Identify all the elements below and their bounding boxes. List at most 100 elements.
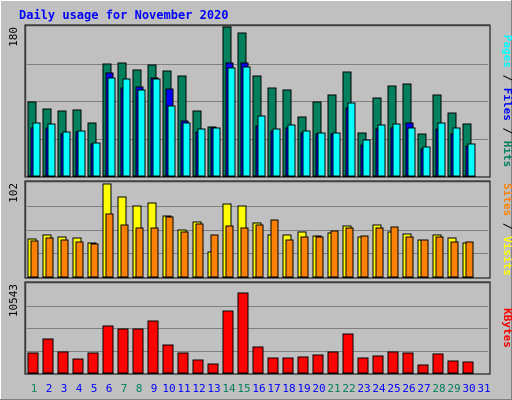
day-label-4: 4	[76, 382, 83, 395]
bar-pages-day-16	[257, 115, 266, 177]
bar-kbytes-day-28	[432, 353, 444, 374]
bar-kbytes-day-22	[342, 333, 354, 374]
bars-hits-files-pages	[27, 26, 476, 177]
bar-pages-day-19	[302, 130, 311, 177]
bar-sites-day-10	[165, 216, 174, 278]
bar-pages-day-18	[287, 124, 296, 177]
day-label-10: 10	[162, 382, 175, 395]
bar-kbytes-day-21	[327, 351, 339, 374]
bar-sites-day-24	[375, 227, 384, 278]
day-label-13: 13	[207, 382, 220, 395]
bar-sites-day-20	[315, 236, 324, 278]
bar-sites-day-7	[120, 224, 129, 278]
bar-sites-day-14	[225, 225, 234, 278]
bar-pages-day-10	[167, 105, 176, 177]
bar-pages-day-13	[212, 127, 221, 177]
bar-pages-day-12	[197, 128, 206, 177]
bar-kbytes-day-1	[27, 352, 39, 374]
bar-kbytes-day-19	[297, 356, 309, 374]
bar-kbytes-day-8	[132, 328, 144, 374]
bar-sites-day-30	[465, 241, 474, 278]
bar-kbytes-day-11	[177, 352, 189, 374]
day-label-24: 24	[372, 382, 386, 395]
day-labels: 1 2 3 4 5 6 7 8 9 10 11 12 13 14 15 16 17 18 19 20 21 22 23 24 2…	[31, 382, 491, 395]
bar-pages-day-2	[47, 123, 56, 177]
bar-kbytes-day-12	[192, 359, 204, 374]
bar-kbytes-day-27	[417, 364, 429, 374]
bar-sites-day-22	[345, 227, 354, 278]
bar-pages-day-6	[107, 77, 116, 177]
bar-pages-day-29	[452, 127, 461, 177]
bar-pages-day-9	[152, 78, 161, 177]
day-label-28: 28	[432, 382, 445, 395]
day-label-6: 6	[106, 382, 113, 395]
side-label-hits-files-pages: Pages / Files / Hits	[501, 35, 512, 168]
day-label-20: 20	[312, 382, 325, 395]
bar-sites-day-13	[210, 234, 219, 278]
bar-sites-day-3	[60, 239, 69, 278]
side-label-part-/-1: /	[501, 216, 512, 236]
panel-kbytes: 10543 KBytes	[7, 281, 512, 375]
day-label-16: 16	[252, 382, 265, 395]
bar-pages-day-26	[407, 127, 416, 177]
bar-sites-day-9	[150, 227, 159, 278]
ymax-label-sites-visits: 102	[7, 183, 20, 203]
bar-sites-day-16	[255, 224, 264, 278]
bar-pages-day-4	[77, 130, 86, 177]
bar-kbytes-day-7	[117, 328, 129, 374]
bar-pages-day-23	[362, 139, 371, 177]
bars-kbytes	[27, 292, 474, 374]
day-label-29: 29	[447, 382, 460, 395]
day-label-25: 25	[387, 382, 400, 395]
day-label-30: 30	[462, 382, 475, 395]
side-label-part-/-1: /	[501, 68, 512, 88]
day-label-17: 17	[267, 382, 280, 395]
bar-kbytes-day-23	[357, 357, 369, 374]
bar-sites-day-19	[300, 236, 309, 278]
side-label-part-/-3: /	[501, 121, 512, 141]
bar-pages-day-14	[227, 67, 236, 177]
day-label-2: 2	[46, 382, 53, 395]
day-label-18: 18	[282, 382, 295, 395]
bar-pages-day-11	[182, 122, 191, 177]
bar-kbytes-day-4	[72, 358, 84, 374]
bar-sites-day-21	[330, 230, 339, 278]
day-label-26: 26	[402, 382, 415, 395]
day-label-31: 31	[477, 382, 490, 395]
bar-sites-day-1	[30, 240, 39, 278]
bar-sites-day-5	[90, 243, 99, 278]
bar-kbytes-day-15	[237, 292, 249, 374]
bar-sites-day-2	[45, 237, 54, 278]
bar-sites-day-11	[180, 231, 189, 278]
ymax-label-kbytes: 10543	[7, 284, 20, 317]
side-label-part-files-2: Files	[501, 88, 512, 121]
bar-sites-day-28	[435, 236, 444, 278]
side-label-part-hits-4: Hits	[501, 141, 512, 168]
bar-pages-day-27	[422, 146, 431, 177]
side-label-sites-visits: Sites / Visits	[501, 183, 512, 276]
bar-kbytes-day-6	[102, 325, 114, 374]
bar-sites-day-23	[360, 235, 369, 278]
day-label-7: 7	[121, 382, 128, 395]
side-label-part-sites-0: Sites	[501, 183, 512, 216]
bar-sites-day-27	[420, 239, 429, 278]
bar-sites-day-12	[195, 223, 204, 278]
panel-sites-visits: 102 Sites / Visits	[7, 180, 512, 279]
bar-sites-day-18	[285, 239, 294, 278]
side-label-kbytes: KBytes	[501, 308, 512, 348]
ymax-label-hits-files-pages: 180	[7, 27, 20, 47]
bar-kbytes-day-24	[372, 355, 384, 374]
day-label-1: 1	[31, 382, 38, 395]
bar-sites-day-6	[105, 213, 114, 278]
bar-sites-day-15	[240, 227, 249, 278]
bar-kbytes-day-10	[162, 344, 174, 374]
bar-pages-day-20	[317, 132, 326, 177]
bar-kbytes-day-14	[222, 310, 234, 374]
bar-sites-day-29	[450, 241, 459, 278]
chart-panels: 180 Pages / Files / Hits 102 Sites / Visits…	[7, 24, 512, 375]
side-label-part-kbytes-0: KBytes	[501, 308, 512, 348]
chart-title: Daily usage for November 2020	[19, 8, 229, 22]
day-label-3: 3	[61, 382, 68, 395]
side-label-part-pages-0: Pages	[501, 35, 512, 68]
